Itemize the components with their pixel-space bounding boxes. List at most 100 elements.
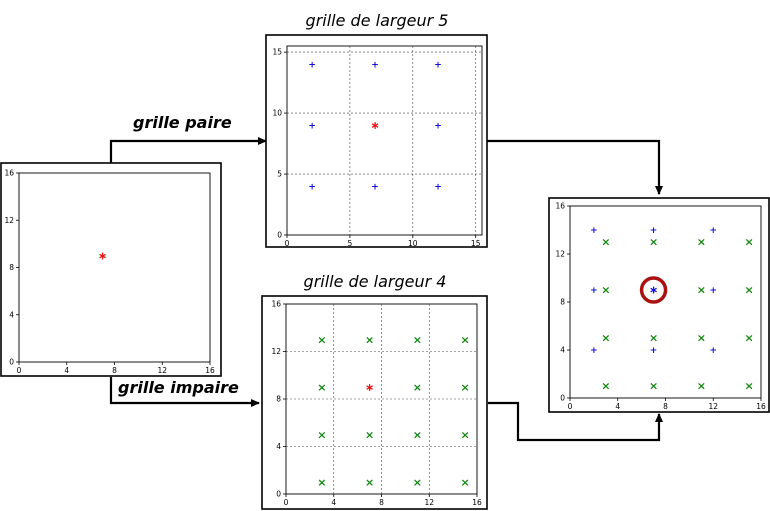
- star-marker: ∗: [370, 119, 379, 132]
- source-plot: 0 4 8 12 16 0 4 8 12 16 ∗: [4, 169, 215, 376]
- x-tick-label: 12: [708, 402, 718, 411]
- y-tick-label: 12: [4, 216, 14, 225]
- y-tick-label: 0: [560, 394, 565, 403]
- x-tick-label: 0: [285, 239, 290, 248]
- y-tick-label: 8: [276, 395, 281, 404]
- cross-marker: ×: [413, 428, 422, 441]
- cross-marker: ×: [601, 332, 610, 345]
- cross-marker: ×: [697, 236, 706, 249]
- cross-marker: ×: [744, 236, 753, 249]
- cross-marker: ×: [317, 333, 326, 346]
- x-tick-label: 10: [408, 239, 418, 248]
- odd-branch-arrow: [109, 377, 260, 407]
- cross-marker: ×: [601, 284, 610, 297]
- star-marker: ∗: [365, 381, 374, 394]
- cross-marker: ×: [744, 284, 753, 297]
- cross-marker: ×: [744, 332, 753, 345]
- x-tick-label: 16: [756, 402, 766, 411]
- odd-panel-title: grille de largeur 4: [304, 272, 447, 291]
- cross-marker: ×: [413, 381, 422, 394]
- plus-marker: +: [709, 346, 717, 356]
- y-tick-label: 15: [272, 48, 282, 57]
- plot-area: [18, 172, 211, 363]
- x-tick-label: 5: [348, 239, 353, 248]
- cross-marker: ×: [460, 476, 469, 489]
- x-tick-label: 16: [205, 366, 215, 375]
- y-tick-label: 4: [9, 310, 14, 319]
- plus-marker: +: [590, 346, 598, 356]
- y-tick-label: 16: [271, 300, 281, 309]
- cross-marker: ×: [365, 428, 374, 441]
- cross-marker: ×: [317, 381, 326, 394]
- y-tick-label: 10: [272, 109, 282, 118]
- x-tick-label: 0: [568, 402, 573, 411]
- y-tick-label: 16: [555, 202, 565, 211]
- plus-marker: +: [434, 121, 442, 131]
- cross-marker: ×: [649, 332, 658, 345]
- plus-marker: +: [308, 121, 316, 131]
- cross-marker: ×: [601, 236, 610, 249]
- x-tick-label: 4: [64, 366, 69, 375]
- y-tick-label: 8: [560, 298, 565, 307]
- y-tick-label: 0: [277, 231, 282, 240]
- x-tick-label: 16: [472, 498, 482, 507]
- cross-marker: ×: [365, 476, 374, 489]
- y-tick-label: 12: [555, 250, 565, 259]
- y-tick-label: 5: [277, 170, 282, 179]
- plus-marker: +: [709, 286, 717, 296]
- even-branch-arrow: [109, 137, 267, 164]
- highlight-circle: [639, 276, 668, 304]
- y-tick-label: 12: [271, 347, 281, 356]
- y-tick-label: 4: [560, 346, 565, 355]
- x-tick-label: 12: [424, 498, 434, 507]
- plot-area: [286, 45, 483, 236]
- plus-marker: +: [371, 182, 379, 192]
- x-tick-label: 15: [471, 239, 481, 248]
- x-tick-label: 8: [112, 366, 117, 375]
- cross-marker: ×: [460, 381, 469, 394]
- y-tick-label: 0: [9, 358, 14, 367]
- cross-marker: ×: [697, 284, 706, 297]
- plus-marker: +: [308, 60, 316, 70]
- plus-marker: +: [590, 226, 598, 236]
- y-tick-label: 16: [4, 169, 14, 178]
- star-marker: ∗: [649, 284, 658, 297]
- cross-marker: ×: [460, 333, 469, 346]
- cross-marker: ×: [413, 333, 422, 346]
- even-panel-title: grille de largeur 5: [306, 11, 449, 30]
- plus-marker: +: [590, 286, 598, 296]
- star-marker: ∗: [98, 249, 107, 262]
- x-tick-label: 8: [663, 402, 668, 411]
- cross-marker: ×: [317, 428, 326, 441]
- x-tick-label: 4: [615, 402, 620, 411]
- plus-marker: +: [650, 346, 658, 356]
- x-tick-label: 0: [17, 366, 22, 375]
- cross-marker: ×: [601, 380, 610, 393]
- cross-marker: ×: [649, 236, 658, 249]
- cross-marker: ×: [697, 332, 706, 345]
- plot-area: [285, 303, 478, 495]
- x-tick-label: 12: [157, 366, 167, 375]
- y-tick-label: 0: [276, 490, 281, 499]
- odd-branch-label: grille impaire: [118, 378, 239, 397]
- y-tick-label: 8: [9, 263, 14, 272]
- plus-marker: +: [709, 226, 717, 236]
- cross-marker: ×: [317, 476, 326, 489]
- plus-marker: +: [434, 182, 442, 192]
- cross-marker: ×: [460, 428, 469, 441]
- cross-marker: ×: [649, 380, 658, 393]
- x-tick-label: 4: [331, 498, 336, 507]
- even-grid-plot: 0 5 10 15 0 5 10 15 + + + + + + + + ∗: [272, 45, 483, 248]
- cross-marker: ×: [697, 380, 706, 393]
- plus-marker: +: [434, 60, 442, 70]
- odd-to-combined-arrow: [488, 401, 663, 442]
- plus-marker: +: [371, 60, 379, 70]
- plot-area: [569, 205, 762, 399]
- plus-marker: +: [650, 226, 658, 236]
- even-branch-label: grille paire: [133, 113, 232, 132]
- cross-marker: ×: [413, 476, 422, 489]
- even-to-combined-arrow: [487, 139, 663, 195]
- y-tick-label: 4: [276, 442, 281, 451]
